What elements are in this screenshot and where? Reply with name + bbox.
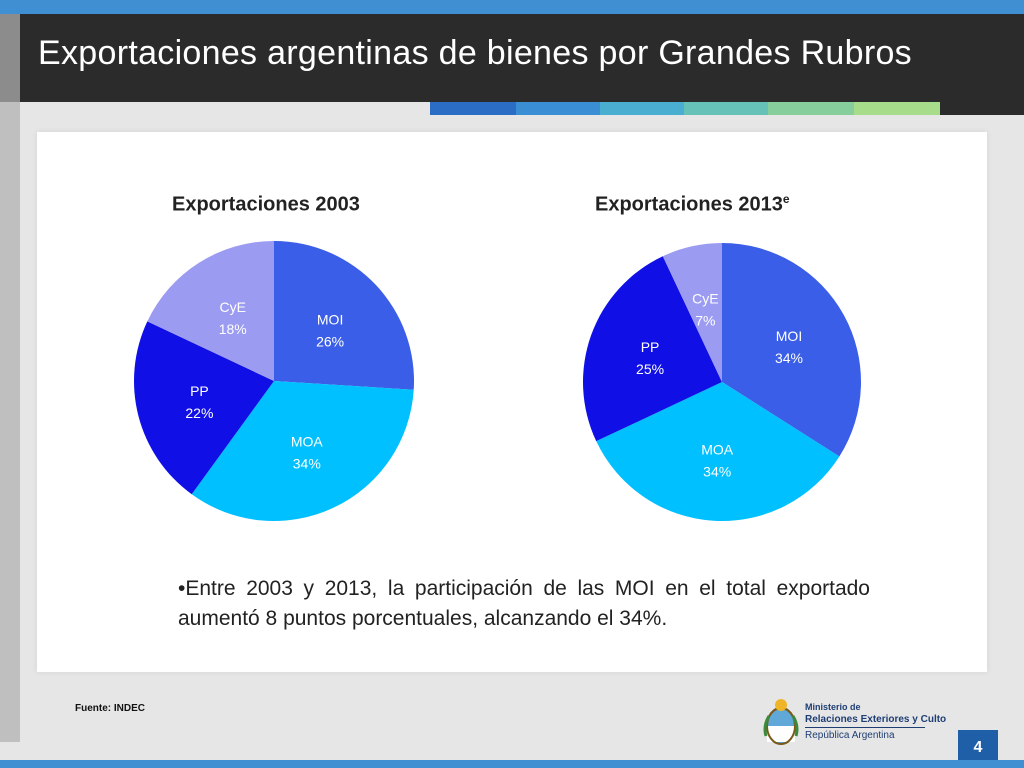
pie-slice-cye xyxy=(662,243,722,382)
title-bar-shade xyxy=(0,14,20,102)
top-accent-strip xyxy=(0,0,1024,14)
slice-value-moa: 34% xyxy=(703,463,731,479)
logo-line-2: Relaciones Exteriores y Culto xyxy=(805,714,947,725)
slice-value-cye: 18% xyxy=(219,321,247,337)
slice-label-cye: CyE xyxy=(692,290,718,306)
pie-chart-2013: MOI 34% MOA 34% PP 25% CyE 7% xyxy=(583,243,861,521)
logo-line-1: Ministerio de xyxy=(805,702,861,712)
pie-slice-moi xyxy=(274,241,415,390)
color-band-6 xyxy=(854,102,940,115)
color-band-1 xyxy=(430,102,516,115)
color-band-7 xyxy=(940,102,1024,115)
pie-slice-pp xyxy=(133,321,274,495)
slice-value-moi: 34% xyxy=(775,350,803,366)
color-band-2 xyxy=(516,102,600,115)
slice-label-pp: PP xyxy=(190,383,209,399)
ministry-logo: Ministerio de Relaciones Exteriores y Cu… xyxy=(763,696,946,752)
slice-label-moa: MOA xyxy=(701,441,734,457)
chart-title-2013: Exportaciones 2013e xyxy=(595,192,790,216)
pie-slice-moi xyxy=(722,243,861,457)
left-gray-band xyxy=(0,102,20,742)
summary-note: •Entre 2003 y 2013, la participación de … xyxy=(178,577,870,630)
color-band-3 xyxy=(600,102,684,115)
title-bar: Exportaciones argentinas de bienes por G… xyxy=(0,14,1024,102)
pie-slice-moa xyxy=(596,382,840,521)
color-band-4 xyxy=(684,102,768,115)
logo-line-3: República Argentina xyxy=(805,730,895,741)
logo-rule xyxy=(805,727,925,728)
slice-label-pp: PP xyxy=(641,339,660,355)
slice-value-pp: 22% xyxy=(185,405,213,421)
chart-title-2003: Exportaciones 2003 xyxy=(172,193,360,216)
slice-value-pp: 25% xyxy=(636,361,664,377)
pie-slice-cye xyxy=(147,241,274,381)
source-label: Fuente: INDEC xyxy=(75,703,145,714)
slice-label-cye: CyE xyxy=(220,299,246,315)
bottom-accent-strip xyxy=(0,760,1024,768)
slice-value-moi: 26% xyxy=(316,333,344,349)
color-band-5 xyxy=(768,102,854,115)
slice-label-moa: MOA xyxy=(291,434,324,450)
slice-label-moi: MOI xyxy=(317,311,343,327)
pie-slice-pp xyxy=(583,256,722,442)
pie-chart-2003: MOI 26% MOA 34% PP 22% CyE 18% xyxy=(133,241,415,521)
slice-value-cye: 7% xyxy=(695,312,715,328)
coat-of-arms-icon xyxy=(763,699,799,745)
slide-title: Exportaciones argentinas de bienes por G… xyxy=(38,34,912,72)
pie-slice-moa xyxy=(191,381,414,521)
slice-value-moa: 34% xyxy=(293,456,321,472)
slice-label-moi: MOI xyxy=(776,328,802,344)
